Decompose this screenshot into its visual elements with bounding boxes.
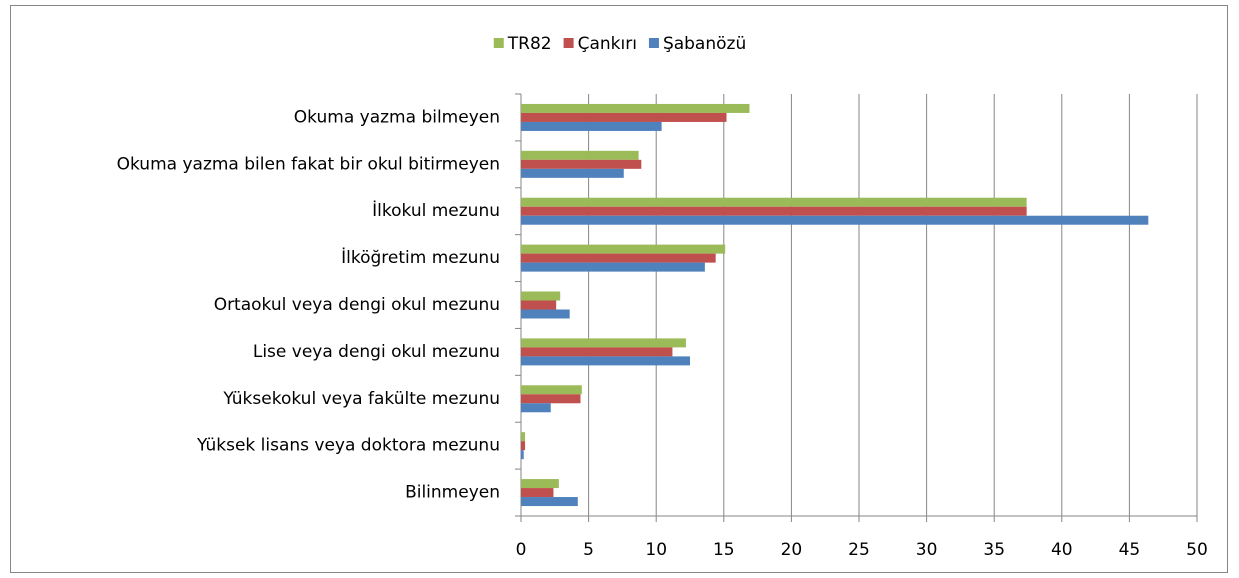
x-tick-label: 15 — [713, 540, 735, 560]
x-tick-label: 35 — [983, 540, 1005, 560]
x-tick-label: 40 — [1051, 540, 1073, 560]
y-tick-label: Okuma yazma bilen fakat bir okul bitirme… — [117, 154, 500, 174]
chart-frame — [10, 5, 1228, 573]
y-tick-label: Yüksekokul veya fakülte mezunu — [222, 389, 500, 409]
x-tick-label: 10 — [645, 540, 667, 560]
bar — [521, 121, 662, 131]
y-tick-label: İlköğretim mezunu — [341, 247, 500, 268]
bar — [521, 403, 551, 413]
legend-swatch — [648, 38, 659, 48]
bar — [521, 356, 690, 366]
y-tick-label: İlkokul mezunu — [372, 200, 500, 221]
x-tick-label: 45 — [1119, 540, 1141, 560]
x-tick-label: 5 — [583, 540, 594, 560]
bar — [521, 488, 554, 498]
legend-label: Çankırı — [578, 34, 637, 54]
bar — [521, 244, 726, 254]
y-tick-label: Okuma yazma bilmeyen — [294, 107, 500, 127]
x-tick-label: 50 — [1186, 540, 1208, 560]
x-tick-label: 25 — [848, 540, 870, 560]
bar — [521, 338, 686, 348]
legend-swatch — [493, 38, 504, 48]
legend-label: Şabanözü — [663, 34, 746, 54]
bar — [521, 197, 1027, 207]
bar — [521, 168, 624, 178]
bar — [521, 103, 750, 113]
x-tick-label: 20 — [781, 540, 803, 560]
bar — [521, 215, 1149, 225]
bar — [521, 385, 582, 395]
bar — [521, 291, 561, 301]
bar — [521, 450, 524, 460]
bar — [521, 479, 559, 489]
bar — [521, 394, 581, 404]
bar — [521, 262, 705, 272]
y-tick-label: Lise veya dengi okul mezunu — [253, 342, 500, 362]
bar — [521, 253, 716, 263]
bar — [521, 112, 727, 122]
y-tick-label: Ortaokul veya dengi okul mezunu — [214, 295, 500, 315]
bar — [521, 497, 578, 507]
x-tick-label: 0 — [516, 540, 527, 560]
bar — [521, 432, 526, 442]
bar — [521, 159, 642, 169]
bar — [521, 206, 1027, 216]
y-tick-label: Bilinmeyen — [405, 483, 500, 503]
y-tick-label: Yüksek lisans veya doktora mezunu — [196, 436, 500, 456]
bar — [521, 150, 639, 160]
bar — [521, 300, 557, 310]
legend-label: TR82 — [507, 34, 552, 54]
bar — [521, 347, 673, 357]
bar — [521, 441, 526, 451]
x-tick-label: 30 — [916, 540, 938, 560]
bar — [521, 309, 570, 319]
legend-swatch — [563, 38, 574, 48]
